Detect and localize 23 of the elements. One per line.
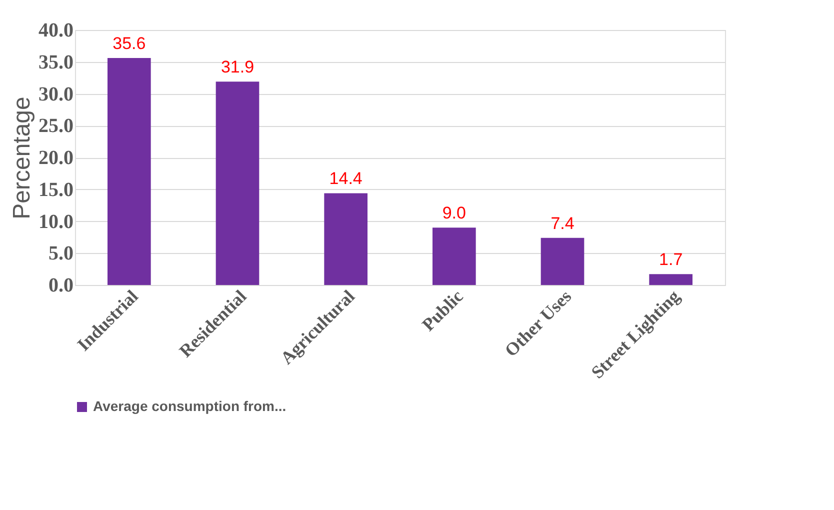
y-tick-label: 40.0 (38, 20, 74, 42)
data-label: 35.6 (112, 34, 146, 54)
bar (540, 238, 584, 285)
y-tick-label: 15.0 (38, 178, 74, 201)
data-label: 7.4 (550, 214, 574, 233)
data-label: 14.4 (329, 169, 362, 188)
bar (108, 58, 151, 285)
legend-label: Average consumption from... (93, 398, 286, 414)
y-tick-label: 10.0 (38, 210, 74, 233)
y-tick-label: 35.0 (38, 51, 74, 74)
y-tick-label: 0.0 (48, 274, 74, 296)
data-label: 1.7 (659, 250, 683, 270)
y-tick-label: 5.0 (48, 242, 74, 265)
data-label: 31.9 (220, 58, 254, 77)
bar (432, 228, 476, 285)
y-tick-label: 25.0 (38, 115, 74, 138)
bar (216, 82, 260, 285)
y-tick-label: 30.0 (38, 83, 74, 106)
y-axis-title: Percentage (8, 96, 36, 220)
y-tick-label: 20.0 (38, 147, 74, 169)
bar (649, 274, 692, 285)
bar (324, 193, 368, 285)
data-label: 9.0 (442, 204, 466, 223)
